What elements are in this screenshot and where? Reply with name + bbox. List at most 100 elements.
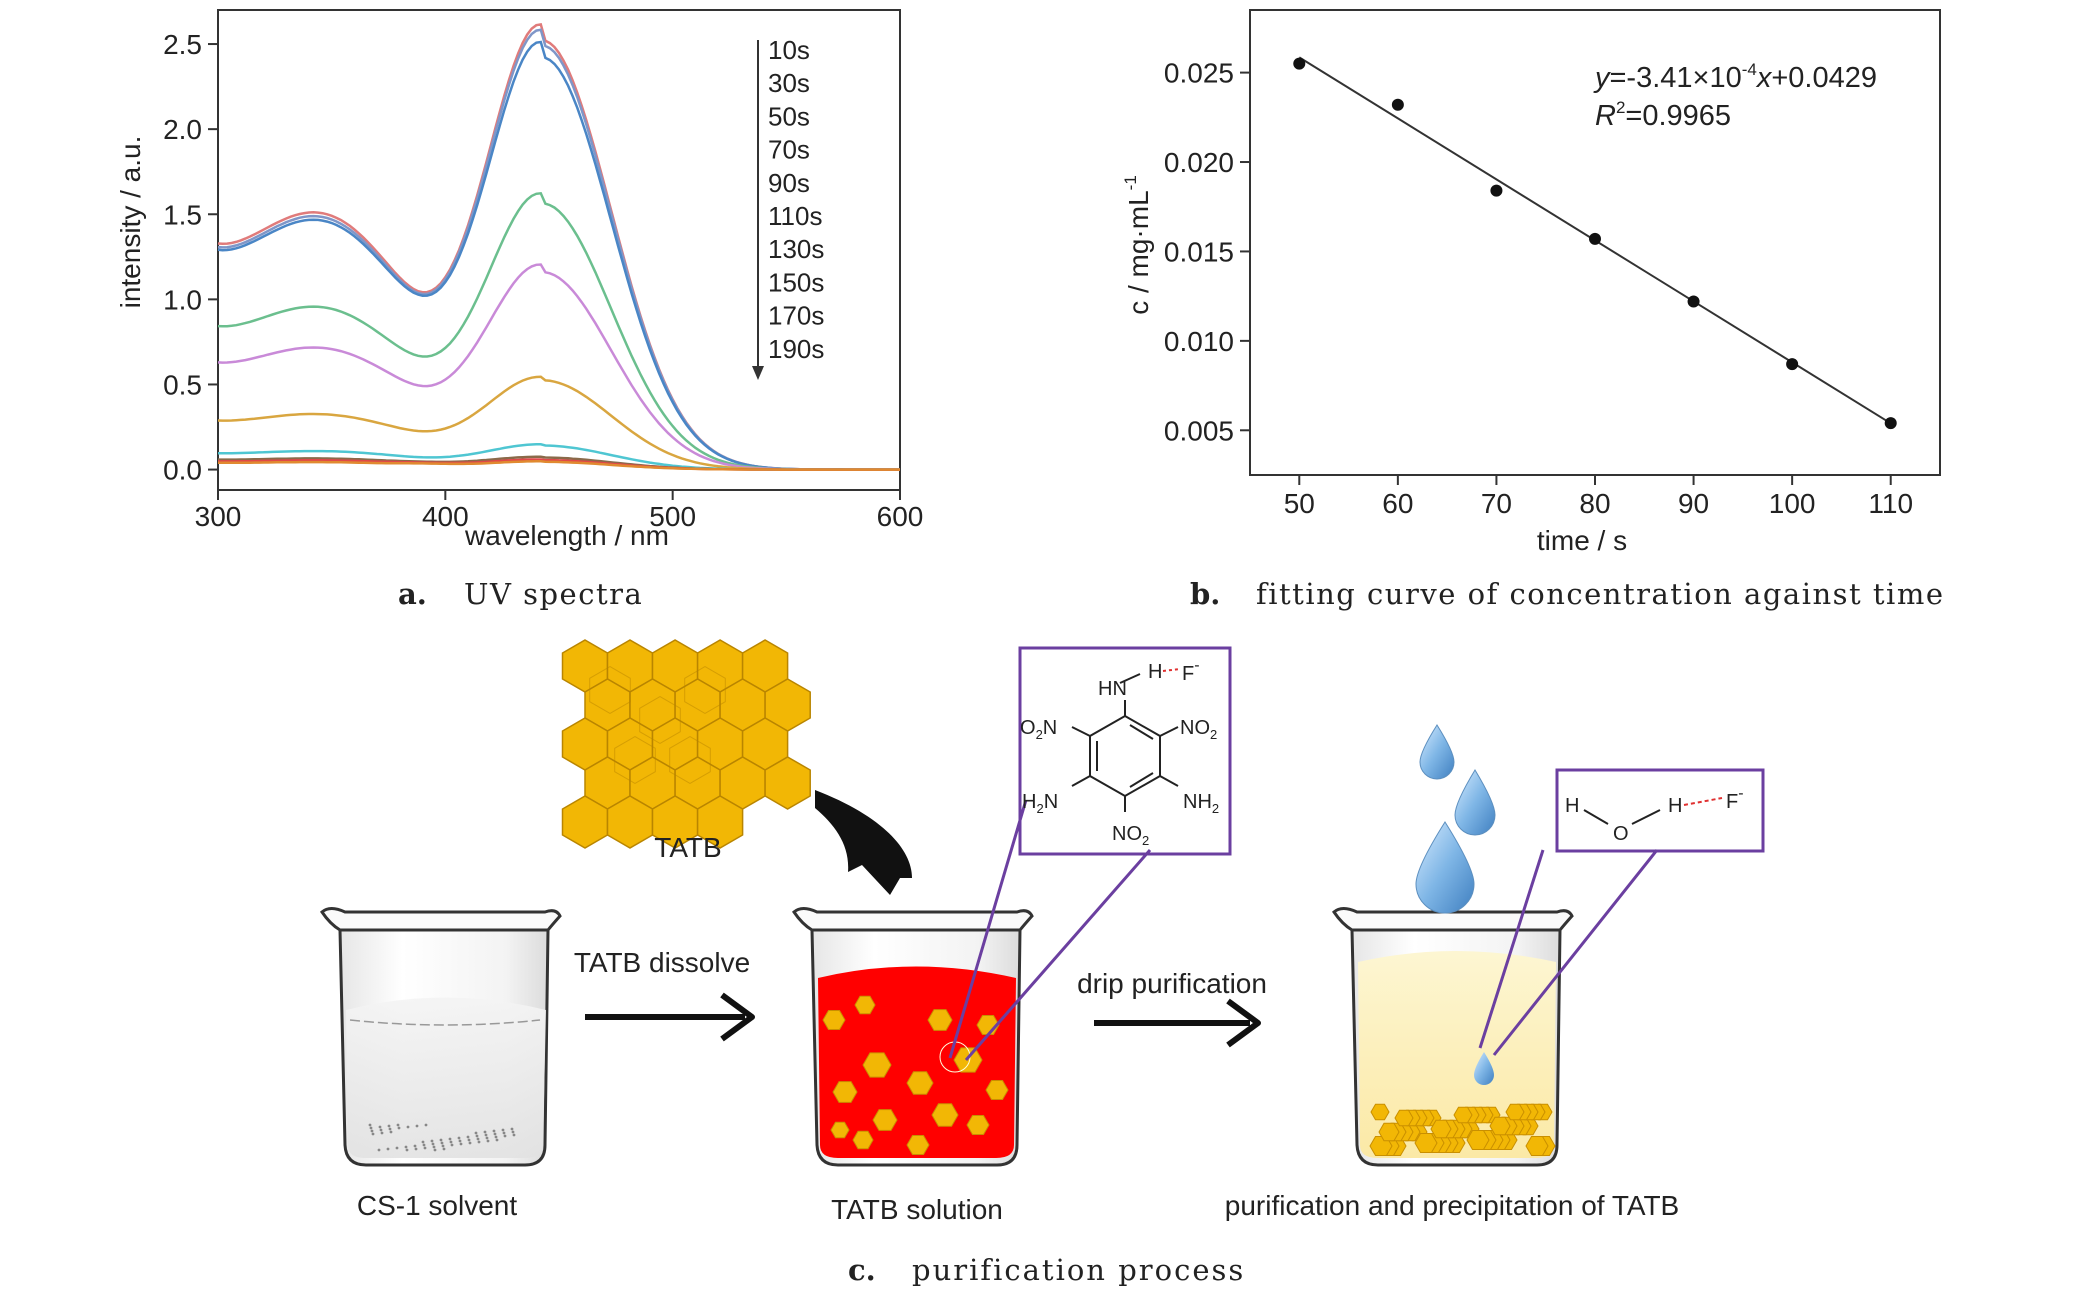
crystal-hexagon bbox=[696, 795, 744, 849]
legend-entry: 50s bbox=[768, 101, 810, 131]
caption-a: a. UV spectra bbox=[398, 577, 643, 611]
legend-entry: 190s bbox=[768, 334, 824, 364]
sediment-dot bbox=[387, 1124, 391, 1128]
x-tick-label: 600 bbox=[877, 501, 924, 532]
sediment-dot bbox=[512, 1133, 516, 1137]
data-point bbox=[1884, 417, 1897, 430]
sediment-dot bbox=[415, 1124, 419, 1128]
yellow-solution bbox=[1358, 951, 1556, 1158]
y-tick-label: 0.5 bbox=[163, 369, 202, 400]
sediment-dot bbox=[371, 1132, 375, 1136]
chart-b-ylabel-main: c / mg·mL bbox=[1123, 190, 1154, 314]
data-point bbox=[1589, 232, 1601, 245]
caption-a-letter: a. bbox=[398, 577, 427, 611]
drop-in-solution bbox=[1474, 1052, 1494, 1085]
mol1-no2: NO2 bbox=[1180, 717, 1217, 742]
chart-b-r2: R2=0.9965 bbox=[1595, 98, 1731, 132]
mol2-o: O bbox=[1613, 823, 1629, 845]
crystal-hexagon bbox=[931, 1103, 959, 1127]
x-tick-label: 80 bbox=[1579, 488, 1610, 519]
sediment-dot bbox=[422, 1143, 426, 1147]
sediment-dot bbox=[430, 1139, 434, 1143]
sediment-dot bbox=[484, 1133, 488, 1137]
sediment-dot bbox=[388, 1127, 392, 1131]
sediment-dot bbox=[494, 1135, 498, 1139]
sediment-dot bbox=[379, 1128, 383, 1132]
sediment-dot bbox=[440, 1141, 444, 1145]
y-tick-label: 0.015 bbox=[1164, 236, 1234, 267]
sediment-dot bbox=[450, 1143, 454, 1147]
beaker-cs1-solvent bbox=[320, 907, 562, 1167]
sediment-dot bbox=[495, 1138, 499, 1142]
sediment-dot bbox=[458, 1139, 462, 1143]
chart-b-equation: y=-3.41×10-4x+0.0429 bbox=[1593, 60, 1877, 94]
mol1-o2n: O2N bbox=[1020, 717, 1057, 742]
sediment-dot bbox=[441, 1144, 445, 1148]
sediment-dot bbox=[423, 1146, 427, 1150]
sediment-dot bbox=[378, 1125, 382, 1129]
crystal-hexagon bbox=[1453, 1106, 1473, 1124]
data-point bbox=[1293, 57, 1306, 70]
sediment-dot bbox=[476, 1137, 480, 1141]
crystal-hexagon bbox=[854, 995, 876, 1015]
crystal-hexagon bbox=[1430, 1119, 1452, 1139]
x-tick-label: 90 bbox=[1678, 488, 1709, 519]
legend-entry: 150s bbox=[768, 267, 824, 297]
sediment-dot bbox=[449, 1140, 453, 1144]
y-tick-label: 0.025 bbox=[1164, 58, 1234, 89]
uv-spectra-chart: 300 400 500 600 0.0 0.5 1.0 1.5 2.0 2.5 waveleng… bbox=[115, 9, 924, 551]
sediment-dot bbox=[406, 1125, 410, 1129]
curved-add-arrow bbox=[815, 790, 912, 895]
sediment-dot bbox=[442, 1147, 446, 1151]
water-drop-icon bbox=[1419, 724, 1455, 780]
beaker-purification bbox=[1332, 907, 1574, 1167]
chart-a-series bbox=[217, 22, 900, 471]
x-tick-label: 60 bbox=[1382, 488, 1413, 519]
crystal-hexagon bbox=[1414, 1133, 1438, 1153]
chart-a-trend-arrow bbox=[752, 40, 764, 380]
crystal-hexagon bbox=[906, 1135, 930, 1155]
caption-b-letter: b. bbox=[1190, 577, 1220, 611]
sediment-dot bbox=[503, 1134, 507, 1138]
crystal-hexagon bbox=[1394, 1109, 1414, 1127]
sediment-dot bbox=[432, 1145, 436, 1149]
sediment-dot bbox=[368, 1123, 372, 1127]
sediment-dot bbox=[413, 1144, 417, 1148]
sediment-dot bbox=[439, 1138, 443, 1142]
legend-entry: 70s bbox=[768, 135, 810, 165]
data-point bbox=[1391, 98, 1404, 111]
chart-b-xlabel: time / s bbox=[1537, 525, 1627, 556]
chart-b-x-tick-labels: 50 60 70 80 90 100 110 bbox=[1284, 488, 1913, 519]
x-tick-label: 100 bbox=[1769, 488, 1816, 519]
y-tick-label: 2.0 bbox=[163, 114, 202, 145]
dissolve-arrow bbox=[585, 992, 755, 1042]
y-tick-label: 0.0 bbox=[163, 455, 202, 486]
y-tick-label: 2.5 bbox=[163, 29, 202, 60]
chart-b-ylabel: c / mg·mL-1 bbox=[1121, 175, 1154, 315]
y-tick-label: 0.020 bbox=[1164, 147, 1234, 178]
sediment-dot bbox=[511, 1130, 515, 1134]
crystal-hexagon bbox=[852, 1130, 874, 1150]
mol1-hn: HN bbox=[1098, 678, 1127, 700]
caption-c-text: purification process bbox=[912, 1253, 1245, 1287]
sediment-dot bbox=[483, 1130, 487, 1134]
crystal-hexagon bbox=[830, 1121, 850, 1139]
beaker2-label: TATB solution bbox=[831, 1194, 1003, 1225]
sediment-dot bbox=[466, 1135, 470, 1139]
sediment-dot bbox=[424, 1123, 428, 1127]
sediment-dot bbox=[414, 1147, 418, 1151]
caption-b: b. fitting curve of concentration agains… bbox=[1190, 577, 1943, 611]
caption-a-text: UV spectra bbox=[464, 577, 643, 611]
crystal-hexagon bbox=[822, 1010, 846, 1030]
legend-entry: 170s bbox=[768, 301, 824, 331]
data-point bbox=[1786, 358, 1799, 371]
y-tick-label: 1.5 bbox=[163, 199, 202, 230]
sediment-dot bbox=[477, 1140, 481, 1144]
sediment-dot bbox=[486, 1139, 490, 1143]
chart-b-ylabel-sup: -1 bbox=[1121, 175, 1140, 190]
sediment-dot bbox=[397, 1126, 401, 1130]
chart-a-frame bbox=[217, 9, 901, 491]
crystal-hexagon bbox=[872, 1109, 898, 1131]
